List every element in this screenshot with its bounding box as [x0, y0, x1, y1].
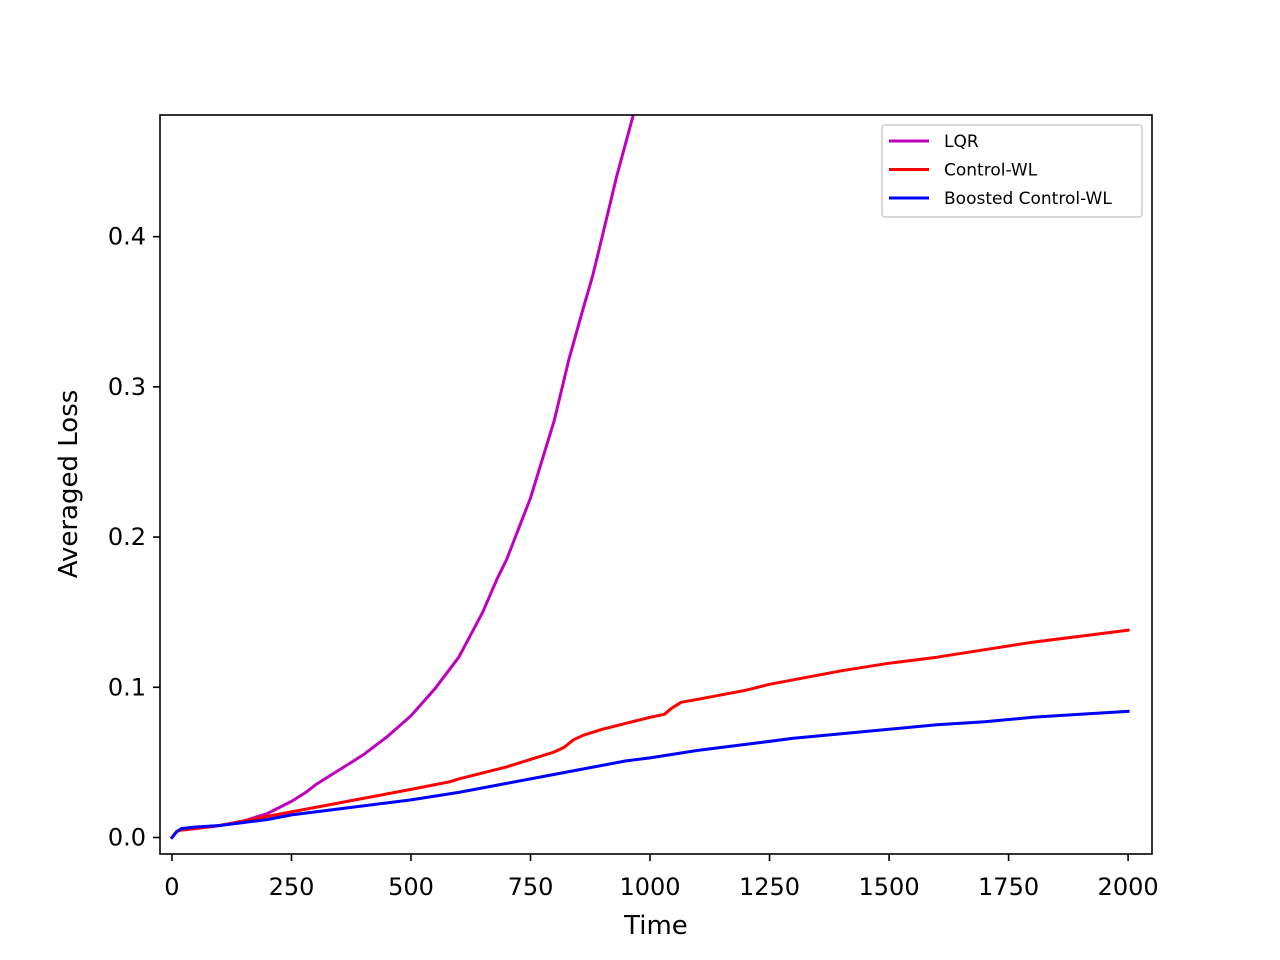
legend-label-2: Boosted Control-WL	[944, 189, 1112, 209]
x-tick-label: 1250	[739, 873, 800, 901]
y-tick-label: 0.4	[108, 223, 146, 251]
y-tick-label: 0.1	[108, 673, 146, 701]
legend-label-1: Control-WL	[944, 161, 1038, 181]
x-tick-label: 250	[269, 873, 315, 901]
plot-area	[160, 115, 1152, 854]
x-tick-label: 1750	[978, 873, 1039, 901]
y-tick-label: 0.2	[108, 523, 146, 551]
legend: LQR Control-WL Boosted Control-WL	[882, 125, 1142, 217]
legend-label-0: LQR	[944, 132, 979, 152]
x-axis-label: Time	[623, 911, 688, 941]
x-tick-label: 500	[388, 873, 434, 901]
y-tick-label: 0.3	[108, 373, 146, 401]
x-tick-label: 0	[164, 873, 179, 901]
x-tick-label: 1000	[619, 873, 680, 901]
y-tick-label: 0.0	[108, 823, 146, 851]
x-tick-label: 2000	[1098, 873, 1159, 901]
y-axis-label: Averaged Loss	[54, 390, 84, 579]
x-tick-label: 1500	[859, 873, 920, 901]
x-tick-label: 750	[508, 873, 554, 901]
